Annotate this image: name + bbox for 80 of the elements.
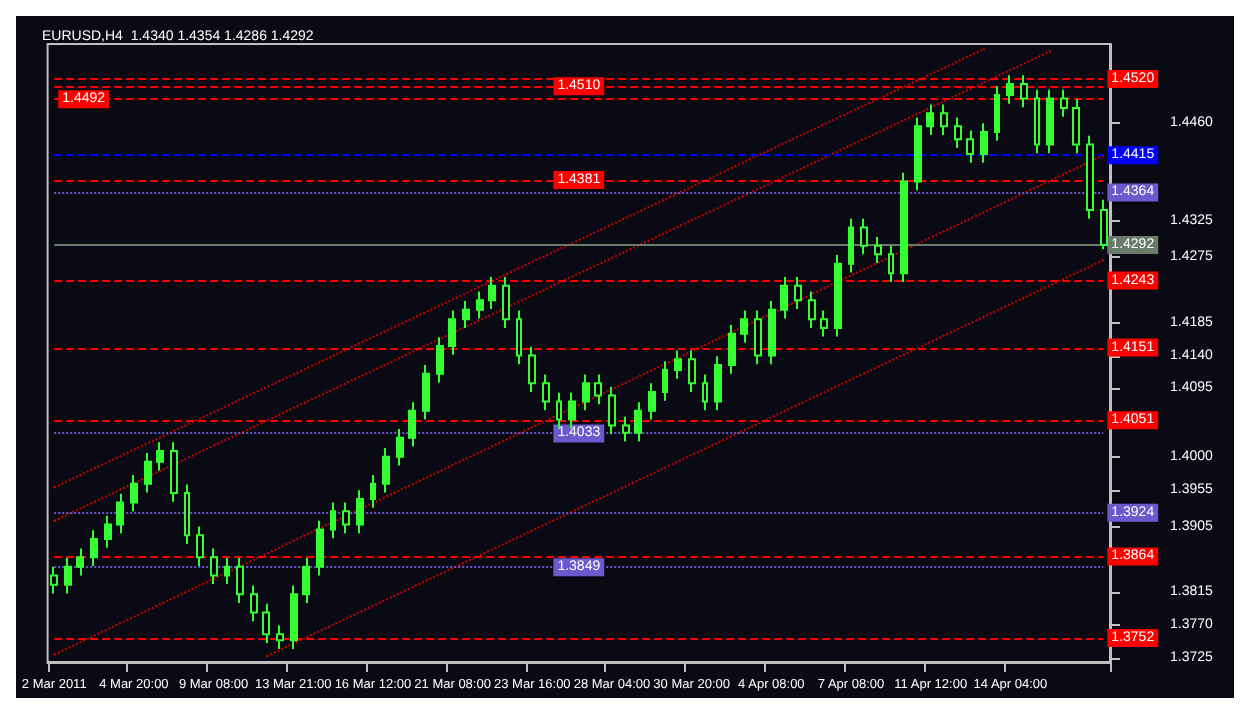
candlestick (1100, 198, 1108, 251)
candlestick (794, 275, 802, 310)
candlestick (954, 116, 962, 150)
candlestick (290, 584, 298, 650)
candlestick (502, 275, 510, 329)
candlestick (330, 501, 336, 540)
candlestick (556, 391, 562, 430)
candlestick (780, 275, 788, 320)
candlestick (740, 309, 748, 344)
candlestick (104, 514, 112, 549)
candlestick (462, 299, 470, 329)
candlestick (568, 391, 576, 430)
candlestick (448, 309, 456, 356)
candlestick (436, 336, 444, 384)
candlestick (528, 345, 536, 393)
candlestick (1072, 98, 1080, 155)
candlestick (64, 556, 72, 595)
candlestick (848, 217, 854, 274)
candlestick (622, 415, 630, 443)
candlestick (1060, 88, 1068, 118)
candlestick (224, 556, 230, 586)
candlestick (144, 452, 152, 494)
candlestick (1086, 134, 1094, 220)
candlestick (1006, 74, 1014, 105)
candlestick (980, 122, 988, 164)
candlestick (396, 428, 404, 467)
candlestick (488, 275, 496, 310)
candlestick (608, 385, 616, 436)
candlestick (210, 547, 218, 586)
candlestick (276, 624, 284, 650)
candlestick (634, 401, 642, 443)
candlestick (316, 519, 324, 577)
candlestick (196, 525, 204, 567)
candlestick (860, 217, 868, 256)
candlestick (966, 129, 974, 164)
candlestick (674, 349, 682, 380)
candlestick (76, 547, 84, 577)
candlestick (476, 290, 484, 320)
candlestick (994, 85, 1000, 142)
candlestick (648, 382, 656, 421)
candlestick (116, 492, 124, 535)
candlestick (768, 299, 776, 366)
candlestick (408, 401, 416, 448)
candlestick (342, 501, 350, 535)
candlestick (156, 441, 164, 472)
candlestick (594, 373, 602, 406)
candlestick (874, 235, 882, 265)
candlestick (582, 373, 590, 412)
candlestick (50, 565, 58, 595)
candlestick (236, 556, 244, 605)
candlestick (728, 323, 736, 375)
candlestick (262, 602, 270, 645)
candlestick (250, 584, 258, 623)
candlestick (754, 309, 762, 366)
candlestick (130, 473, 138, 513)
candlestick (542, 373, 550, 412)
candlestick (370, 473, 376, 509)
candlestick (90, 529, 98, 567)
candlestick (888, 244, 894, 284)
candlestick (714, 355, 722, 412)
candlestick (914, 116, 922, 192)
candlestick (820, 309, 828, 338)
candlestick (516, 309, 522, 366)
candlestick (808, 290, 816, 329)
candlestick (1020, 74, 1028, 109)
candlestick (940, 103, 948, 136)
candlestick (688, 349, 696, 393)
candlestick (184, 483, 190, 546)
candlestick (356, 489, 364, 535)
candlestick (662, 360, 668, 402)
candlestick (1034, 88, 1040, 155)
candlestick (422, 364, 430, 421)
candlestick (382, 446, 390, 494)
candlestick (834, 254, 842, 338)
candlestick (900, 171, 908, 284)
candlestick (302, 556, 310, 605)
candlestick (170, 441, 178, 503)
candlestick (926, 103, 934, 136)
candlestick (1046, 88, 1054, 155)
candlestick (702, 373, 708, 412)
